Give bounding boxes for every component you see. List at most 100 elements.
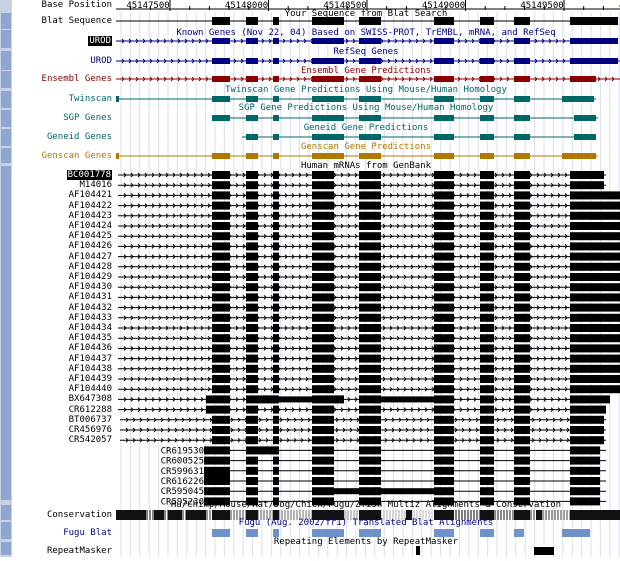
mrna-exon[interactable] — [434, 313, 454, 322]
mrna-exon[interactable] — [514, 201, 530, 210]
mrna-exon[interactable] — [273, 293, 279, 302]
mrna-exon[interactable] — [434, 395, 454, 404]
conservation-peak[interactable] — [212, 510, 230, 520]
mrna-exon[interactable] — [480, 487, 494, 496]
mrna-exon[interactable] — [570, 262, 620, 271]
mrna-exon[interactable] — [273, 395, 279, 404]
track-toggle-button[interactable] — [1, 13, 11, 29]
ensembl-exon[interactable] — [246, 76, 258, 82]
mrna-exon[interactable] — [212, 344, 230, 353]
refseq-exon[interactable] — [212, 58, 230, 64]
mrna-exon[interactable] — [204, 487, 230, 496]
mrna-exon[interactable] — [273, 466, 279, 475]
mrna-exon[interactable] — [434, 477, 454, 485]
mrna-exon[interactable] — [514, 405, 530, 414]
mrna-exon[interactable] — [434, 436, 454, 445]
mrna-exon[interactable] — [273, 364, 279, 373]
mrna-exon[interactable] — [359, 385, 381, 394]
twinscan-exon[interactable] — [273, 96, 279, 102]
genscan-exon[interactable] — [359, 153, 381, 159]
mrna-exon[interactable] — [434, 375, 454, 383]
mrna-exon[interactable] — [273, 283, 279, 292]
conservation-peak[interactable] — [514, 510, 530, 520]
mrna-exon[interactable] — [434, 293, 454, 302]
mrna-exon[interactable] — [480, 446, 494, 455]
track-label-sgp[interactable]: SGP Genes — [63, 113, 112, 123]
fugu-block[interactable] — [212, 529, 230, 537]
mrna-exon[interactable] — [480, 191, 494, 200]
twinscan-exon[interactable] — [434, 96, 454, 102]
mrna-exon[interactable] — [273, 191, 279, 200]
mrna-exon[interactable] — [434, 385, 454, 394]
mrna-exon[interactable] — [570, 436, 604, 445]
mrna-exon[interactable] — [434, 405, 454, 414]
mrna-exon[interactable] — [312, 497, 334, 506]
mrna-exon[interactable] — [570, 273, 620, 281]
mrna-exon[interactable] — [434, 211, 454, 220]
mrna-exon[interactable] — [212, 262, 230, 271]
track-label-repeatmasker[interactable]: RepeatMasker — [46, 546, 112, 556]
mrna-exon[interactable] — [514, 446, 530, 455]
track-label-fugu[interactable]: Fugu Blat — [63, 528, 112, 538]
mrna-label[interactable]: BX647308 — [68, 394, 112, 405]
track-toggle-button[interactable] — [1, 542, 11, 555]
mrna-exon[interactable] — [204, 446, 230, 455]
mrna-exon[interactable] — [359, 487, 381, 496]
mrna-exon[interactable] — [514, 364, 530, 373]
mrna-exon[interactable] — [273, 354, 279, 363]
mrna-exon[interactable] — [212, 273, 230, 281]
mrna-exon[interactable] — [480, 497, 494, 506]
mrna-exon[interactable] — [359, 262, 381, 271]
mrna-exon[interactable] — [480, 222, 494, 230]
knowngene-exon[interactable] — [212, 38, 230, 44]
mrna-exon[interactable] — [434, 364, 454, 373]
mrna-exon[interactable] — [273, 446, 279, 455]
mrna-exon[interactable] — [312, 375, 334, 383]
mrna-exon[interactable] — [312, 242, 334, 251]
sgp-exon[interactable] — [312, 115, 344, 121]
mrna-exon[interactable] — [480, 354, 494, 363]
mrna-exon[interactable] — [514, 334, 530, 343]
geneid-exon[interactable] — [246, 134, 258, 140]
mrna-exon[interactable] — [434, 344, 454, 353]
mrna-exon[interactable] — [312, 456, 334, 465]
mrna-exon[interactable] — [514, 426, 530, 434]
sgp-exon[interactable] — [574, 115, 596, 121]
blat-seq-exon[interactable] — [570, 17, 618, 25]
mrna-exon[interactable] — [273, 211, 279, 220]
mrna-exon[interactable] — [246, 191, 258, 200]
track-label-conservation[interactable]: Conservation — [46, 510, 112, 520]
mrna-exon[interactable] — [480, 436, 494, 445]
mrna-exon[interactable] — [273, 303, 279, 312]
mrna-exon[interactable] — [273, 262, 279, 271]
mrna-exon[interactable] — [514, 293, 530, 302]
mrna-exon[interactable] — [246, 446, 278, 455]
mrna-exon[interactable] — [212, 354, 230, 363]
mrna-exon[interactable] — [570, 283, 620, 292]
mrna-exon[interactable] — [246, 334, 258, 343]
track-label-twinscan[interactable]: Twinscan — [68, 94, 112, 104]
mrna-label[interactable]: AF104430 — [68, 282, 112, 293]
geneid-exon[interactable] — [574, 134, 596, 140]
mrna-exon[interactable] — [246, 364, 258, 373]
mrna-exon[interactable] — [570, 415, 604, 424]
sgp-exon[interactable] — [273, 115, 279, 121]
conservation-peak[interactable] — [186, 510, 206, 520]
mrna-exon[interactable] — [359, 334, 381, 343]
mrna-exon[interactable] — [359, 313, 381, 322]
twinscan-exon[interactable] — [514, 96, 530, 102]
sgp-exon[interactable] — [480, 115, 494, 121]
mrna-exon[interactable] — [312, 415, 334, 424]
mrna-label[interactable]: AF104436 — [68, 343, 112, 354]
mrna-exon[interactable] — [434, 466, 454, 475]
mrna-exon[interactable] — [312, 181, 334, 190]
mrna-exon[interactable] — [246, 375, 258, 383]
mrna-exon[interactable] — [212, 364, 230, 373]
mrna-exon[interactable] — [212, 385, 230, 394]
mrna-exon[interactable] — [273, 405, 279, 414]
mrna-label[interactable]: AF104438 — [68, 363, 112, 374]
mrna-exon[interactable] — [359, 211, 381, 220]
mrna-exon[interactable] — [514, 252, 530, 261]
mrna-exon[interactable] — [359, 477, 381, 485]
mrna-exon[interactable] — [246, 415, 258, 424]
